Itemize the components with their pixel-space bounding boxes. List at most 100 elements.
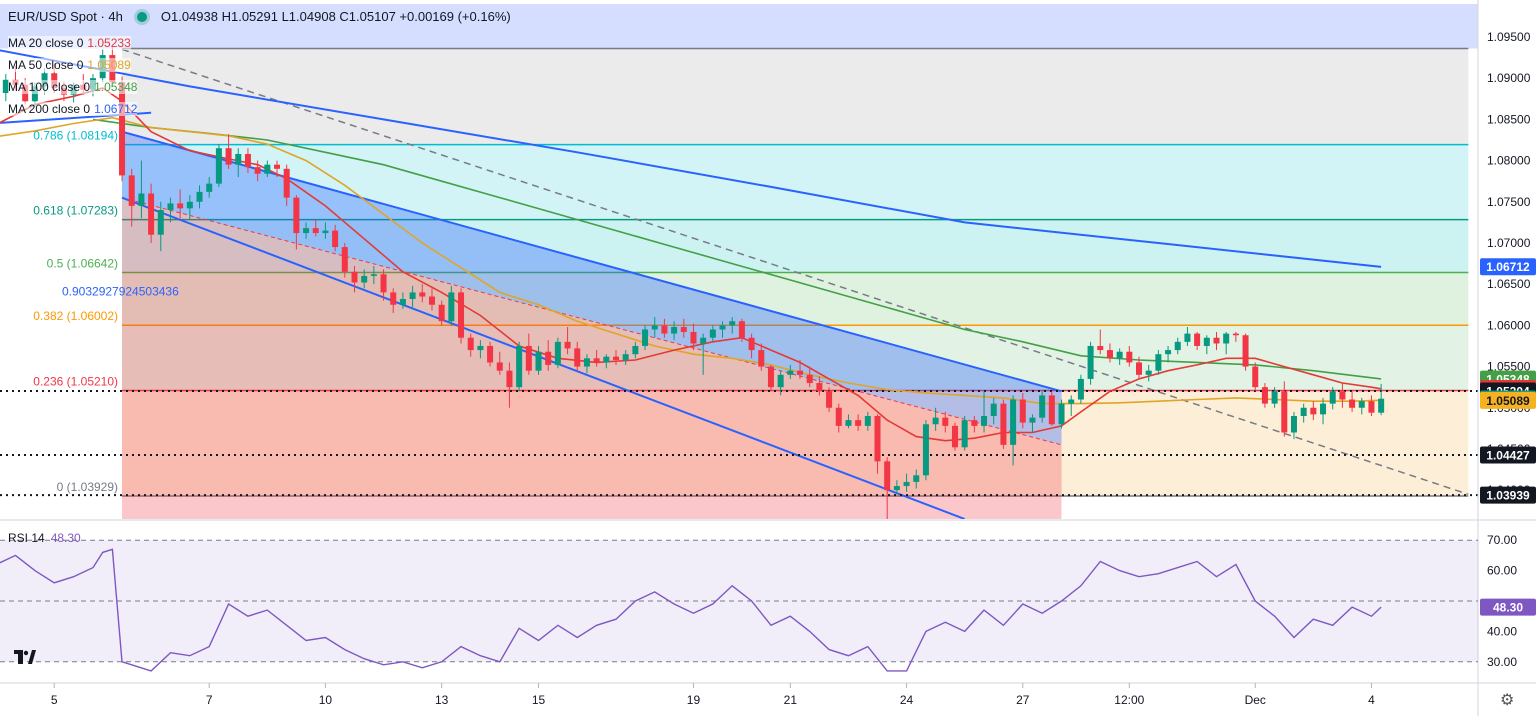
candle-body xyxy=(913,475,920,482)
candle-body xyxy=(1184,333,1191,342)
ma50-legend[interactable]: MA 50 close 0 1.05089 xyxy=(8,58,131,72)
candle-body xyxy=(525,345,532,371)
ma20-legend[interactable]: MA 20 close 0 1.05233 xyxy=(8,36,131,50)
time-tick-label: 10 xyxy=(319,693,333,707)
candle-body xyxy=(177,203,184,209)
price-badge xyxy=(1480,486,1536,504)
candle-body xyxy=(826,391,833,408)
candle-body xyxy=(1320,403,1327,415)
candle-body xyxy=(206,183,213,192)
time-tick-label: 13 xyxy=(435,693,449,707)
channel-upper-fill xyxy=(122,131,1062,445)
price-tick-label: 1.07500 xyxy=(1487,195,1531,209)
candle-body xyxy=(651,325,658,330)
candle-body xyxy=(215,148,222,184)
candle-body xyxy=(1136,362,1143,375)
candle-body xyxy=(1077,378,1084,400)
ma200-legend[interactable]: MA 200 close 0 1.06712 xyxy=(8,102,138,116)
candle-body xyxy=(225,148,232,165)
rsi-tick-label: 60.00 xyxy=(1487,564,1517,578)
candle-body xyxy=(274,164,281,169)
rsi-tick-label: 30.00 xyxy=(1487,655,1517,669)
candle-body xyxy=(961,420,968,448)
candle-body xyxy=(583,358,590,367)
candle-body xyxy=(264,164,271,174)
candle-body xyxy=(1339,391,1346,400)
candle-body xyxy=(1174,341,1181,351)
price-badge xyxy=(1480,391,1536,409)
candle-body xyxy=(835,407,842,426)
candle-body xyxy=(1145,370,1152,375)
price-badge-label: 1.06712 xyxy=(1486,260,1530,274)
rsi-legend-value: 48.30 xyxy=(50,531,81,545)
rsi-tick-label: 40.00 xyxy=(1487,624,1517,638)
candle-body xyxy=(1368,401,1375,413)
candle-body xyxy=(700,337,707,344)
candle-body xyxy=(399,298,406,305)
fib-zone xyxy=(122,390,1469,497)
candle-body xyxy=(312,228,319,234)
candle-body xyxy=(932,417,939,425)
candle-body xyxy=(671,327,678,334)
candle-body xyxy=(1194,333,1201,346)
price-badge xyxy=(1480,258,1536,276)
candle-body xyxy=(283,168,290,198)
symbol-title[interactable]: EUR/USD Spot · 4h xyxy=(8,9,123,24)
rsi-panel xyxy=(0,539,1478,672)
candle-body xyxy=(186,201,193,209)
gear-icon[interactable]: ⚙ xyxy=(1500,692,1515,709)
ma50-label: MA 50 close 0 xyxy=(8,58,84,72)
time-tick-label: 15 xyxy=(532,693,546,707)
candle-body xyxy=(1068,399,1075,404)
time-tick-label: 7 xyxy=(206,693,213,707)
candle-body xyxy=(1165,350,1172,355)
time-tick-label: 5 xyxy=(51,693,58,707)
candle-body xyxy=(1048,395,1055,425)
ma100-legend[interactable]: MA 100 close 0 1.05348 xyxy=(8,80,138,94)
candle-body xyxy=(874,416,881,462)
candle-body xyxy=(467,337,474,351)
time-tick-label: 27 xyxy=(1016,693,1030,707)
candle-body xyxy=(254,167,261,174)
candle-body xyxy=(1019,399,1026,423)
candle-body xyxy=(341,247,348,272)
rsi-badge xyxy=(1480,598,1536,616)
rsi-legend[interactable]: RSI 14 48.30 xyxy=(8,531,81,545)
candle-body xyxy=(496,362,503,371)
candle-body xyxy=(942,417,949,426)
candle-body xyxy=(690,331,697,344)
fib-extra-label: 0.9032927924503436 xyxy=(62,285,179,299)
candle-body xyxy=(477,345,484,351)
price-tick-label: 1.09500 xyxy=(1487,30,1531,44)
candle-body xyxy=(1271,391,1278,404)
fib-label: 0.618 (1.07283) xyxy=(33,204,118,218)
time-tick-label: 12:00 xyxy=(1114,693,1144,707)
candle-body xyxy=(719,325,726,330)
candle-body xyxy=(1097,345,1104,351)
tradingview-logo-icon[interactable] xyxy=(14,650,36,669)
candle-body xyxy=(1155,354,1162,371)
price-tick-label: 1.07000 xyxy=(1487,236,1531,250)
fib-label: 0.382 (1.06002) xyxy=(33,309,118,323)
candle-body xyxy=(1232,333,1239,336)
candle-body xyxy=(554,341,561,365)
candle-body xyxy=(506,370,513,388)
ma100-label: MA 100 close 0 xyxy=(8,80,91,94)
candle-body xyxy=(864,416,871,426)
rsi-line xyxy=(0,548,1382,672)
candle-body xyxy=(1058,403,1065,425)
candle-body xyxy=(2,79,9,93)
candle-body xyxy=(1116,351,1123,359)
candle-body xyxy=(128,175,135,206)
candle-body xyxy=(593,358,600,363)
fib-label: 0.786 (1.08194) xyxy=(33,129,118,143)
candle-body xyxy=(119,82,126,176)
candle-body xyxy=(516,345,523,388)
ohlc-readout: O1.04938 H1.05291 L1.04908 C1.05107 +0.0… xyxy=(160,9,511,24)
candle-body xyxy=(738,321,745,338)
fib-label: 0.5 (1.06642) xyxy=(47,256,118,270)
candle-body xyxy=(622,354,629,360)
ma20-label: MA 20 close 0 xyxy=(8,36,84,50)
